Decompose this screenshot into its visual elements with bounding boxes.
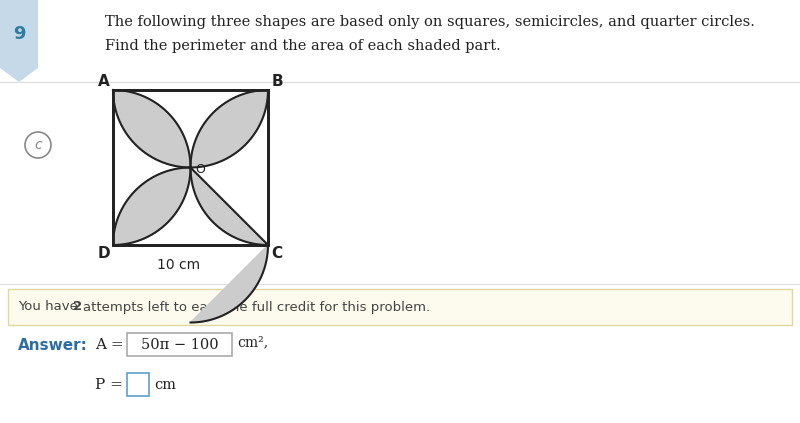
Text: c: c (34, 138, 42, 152)
Bar (0, 0, 38, 68)
Bar (113, 90, 268, 245)
Text: cm²,: cm², (237, 335, 268, 349)
Text: attempts left to earn the full credit for this problem.: attempts left to earn the full credit fo… (83, 300, 430, 313)
Text: A =: A = (95, 338, 124, 352)
Text: You have: You have (18, 300, 82, 313)
Polygon shape (113, 168, 190, 245)
Text: 10 cm: 10 cm (157, 258, 200, 272)
Text: C: C (271, 247, 282, 261)
Text: P =: P = (95, 378, 123, 392)
Text: A: A (98, 74, 110, 88)
Bar (113, 90, 268, 245)
Text: 9: 9 (13, 25, 26, 43)
Text: B: B (271, 74, 283, 88)
Polygon shape (190, 168, 268, 322)
Bar (127, 333, 232, 356)
Text: cm: cm (154, 378, 176, 392)
Polygon shape (190, 90, 268, 168)
Polygon shape (0, 68, 38, 82)
Text: D: D (98, 247, 110, 261)
Bar (8, 289, 792, 325)
Text: Find the perimeter and the area of each shaded part.: Find the perimeter and the area of each … (105, 39, 501, 53)
Text: 2: 2 (73, 300, 82, 313)
Polygon shape (113, 90, 190, 168)
Text: Answer:: Answer: (18, 338, 88, 352)
Text: 50π − 100: 50π − 100 (141, 338, 218, 352)
Bar (127, 373, 149, 396)
Text: O: O (195, 163, 206, 176)
Text: The following three shapes are based only on squares, semicircles, and quarter c: The following three shapes are based onl… (105, 15, 755, 29)
